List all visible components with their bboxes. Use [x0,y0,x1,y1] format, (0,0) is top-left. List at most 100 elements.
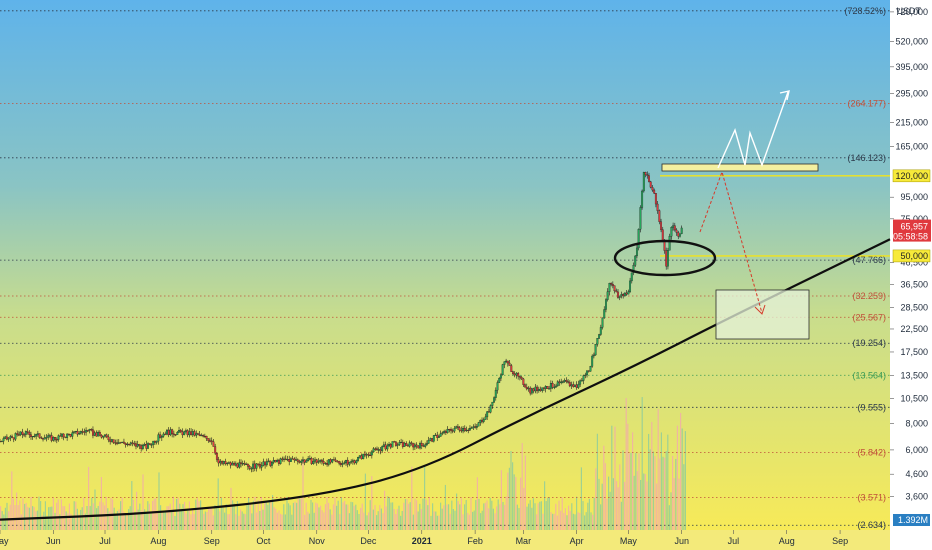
y-tick-label: 520,000 [895,37,928,47]
volume-bar [230,487,232,530]
candle-body [568,382,571,387]
x-tick-label: Jun [46,536,61,546]
candle-body [222,461,225,464]
volume-bar [614,426,616,530]
volume-bar [553,513,555,530]
candle-body [262,461,265,466]
candle-body [334,459,337,462]
volume-bar [6,502,8,530]
volume-bar [595,468,597,530]
candle-body [586,370,588,376]
volume-bar [609,491,611,530]
volume-bar [465,499,467,530]
x-tick-label: May [620,536,638,546]
volume-bar [547,497,549,530]
candle-body [649,181,652,188]
candle-body [271,462,273,466]
volume-bar [526,506,528,530]
volume-bar [291,514,293,530]
candle-body [548,388,551,390]
candle-body [673,225,676,231]
volume-bar [456,493,458,530]
volume-bar [481,510,483,530]
candle-body [5,436,8,440]
volume-bar [620,501,622,530]
volume-bar [36,510,38,530]
volume-bar [214,505,216,530]
volume-bar [328,502,330,530]
candle-body [64,436,67,438]
volume-bar [480,513,482,530]
volume-bar [144,509,146,530]
volume-bar [640,479,642,530]
volume-bar [20,514,22,530]
volume-bar [406,499,408,530]
candle-body [536,386,539,391]
volume-bar [316,503,318,530]
candle-body [98,432,101,436]
candle-body [398,442,401,445]
x-tick-label: Jun [674,536,689,546]
volume-bar [168,506,170,530]
candle-body [484,416,487,420]
volume-bar [174,515,176,530]
volume-bar [611,425,613,530]
y-tick-label: 8,000 [905,419,928,429]
candle-body [228,462,230,464]
candle-body [648,175,650,182]
candle-body [48,435,51,437]
volume-bar [569,511,571,530]
candle-body [384,444,387,450]
volume-bar [161,512,163,530]
candle-body [38,433,41,438]
candle-body [644,172,647,175]
volume-bar [510,451,512,530]
candle-body [203,435,206,438]
candle-body [537,388,540,391]
candle-body [679,233,681,237]
candle-body [665,250,668,267]
candle-body [253,463,256,469]
volume-bar [88,466,90,530]
volume-bar [76,508,78,530]
candle-body [403,443,406,447]
candle-body [570,384,573,387]
volume-bar [176,499,178,530]
candle-body [475,426,478,428]
level-label: (146.123) [847,153,886,163]
candle-body [236,463,239,468]
volume-bar [297,497,299,530]
volume-bar [236,501,238,530]
volume-bar [422,498,424,530]
volume-bar [657,409,659,530]
candle-body [546,386,549,389]
candle-body [40,437,43,439]
candle-body [178,430,180,433]
volume-bar [491,500,493,530]
y-tick-label: 28,500 [900,302,928,312]
candle-body [580,380,583,382]
candle-body [69,434,72,437]
volume-bar [172,496,174,530]
volume-bar [681,428,683,530]
candle-body [603,309,606,319]
volume-bar [140,510,142,530]
candle-body [317,461,320,463]
candle-body [567,381,570,383]
y-tick-label: 17,500 [900,347,928,357]
candle-body [36,433,39,435]
volume-bar [270,502,272,530]
volume-bar [118,509,120,530]
volume-bar [289,505,291,530]
candle-body [148,443,151,445]
volume-bar [302,458,304,530]
x-tick-label: Jul [728,536,740,546]
volume-bar [249,502,251,530]
volume-bar [89,506,91,530]
candle-body [11,436,14,438]
volume-bar [177,497,179,530]
volume-bar [288,503,290,530]
volume-bar [264,500,266,530]
